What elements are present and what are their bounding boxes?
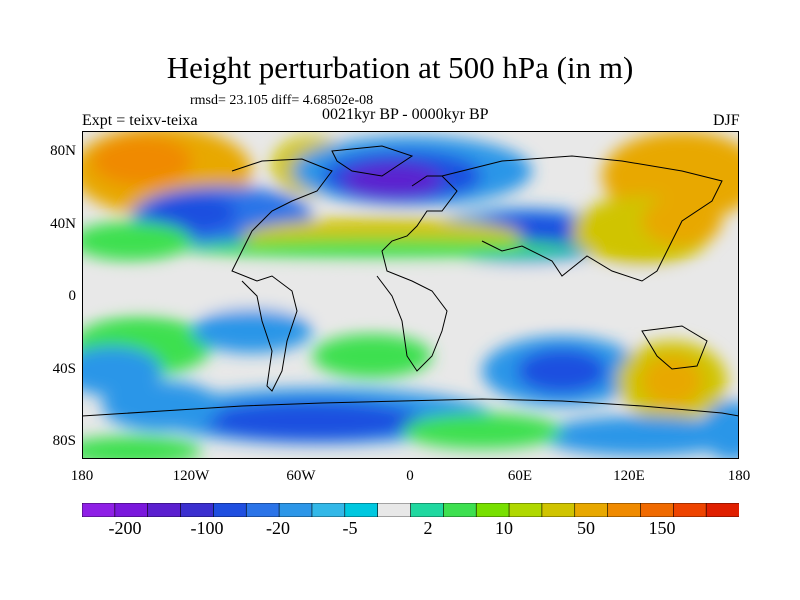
colorbar-segment [672, 503, 707, 517]
colorbar-segment [574, 503, 609, 517]
stats-text: rmsd= 23.105 diff= 4.68502e-08 [190, 93, 374, 108]
colorbar-segment [245, 503, 280, 517]
colorbar-segment [82, 503, 116, 517]
xtick-label: 180 [70, 468, 94, 484]
xtick-label: 120W [172, 468, 210, 484]
ytick-label: 40N [50, 216, 76, 232]
colorbar-segment [607, 503, 642, 517]
colorbar-segment [278, 503, 313, 517]
xtick-label: 60W [286, 468, 316, 484]
season-label: DJF [713, 112, 740, 129]
colorbar-label: 150 [648, 518, 676, 538]
colorbar-segment [508, 503, 543, 517]
colorbar-segment [541, 503, 576, 517]
colorbar [82, 503, 739, 517]
colorbar-label: 10 [495, 518, 513, 538]
ytick-label: 0 [68, 288, 77, 304]
xtick-label: 0 [406, 468, 414, 484]
colorbar-segment [410, 503, 445, 517]
ytick-label: 40S [52, 361, 76, 377]
colorbar-label: -200 [108, 518, 142, 538]
colorbar-label: -20 [266, 518, 290, 538]
colorbar-label: -100 [190, 518, 224, 538]
xtick-label: 60E [507, 468, 533, 484]
map-frame [82, 131, 739, 459]
colorbar-segment [213, 503, 248, 517]
colorbar-segment [180, 503, 215, 517]
ytick-label: 80S [52, 433, 76, 449]
field-fill [82, 131, 739, 459]
experiment-label: Expt = teixv-teixa [82, 112, 198, 129]
colorbar-segment [344, 503, 379, 517]
colorbar-label: 50 [577, 518, 595, 538]
colorbar-segment [377, 503, 412, 517]
xtick-label: 120E [613, 468, 645, 484]
colorbar-segment [705, 503, 739, 517]
plot-title: Height perturbation at 500 hPa (in m) [166, 50, 634, 85]
colorbar-segment [114, 503, 149, 517]
colorbar-label: 2 [423, 518, 433, 538]
coastlines [82, 145, 739, 417]
colorbar-segment [475, 503, 510, 517]
colorbar-segment [147, 503, 182, 517]
period-label: 0021kyr BP - 0000kyr BP [322, 106, 489, 123]
map-panel [82, 131, 739, 459]
colorbar-segment [311, 503, 346, 517]
xtick-label: 180 [727, 468, 751, 484]
colorbar-segment [640, 503, 675, 517]
ytick-label: 80N [50, 143, 76, 159]
colorbar-segment [443, 503, 478, 517]
colorbar-label: -5 [342, 518, 358, 538]
